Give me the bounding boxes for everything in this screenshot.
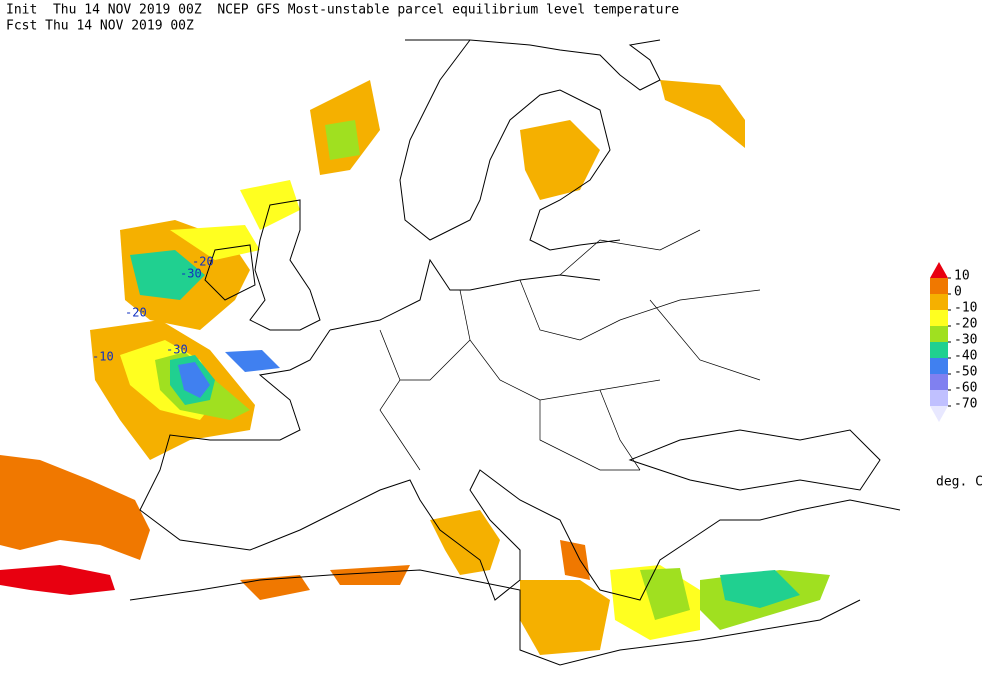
colorbar-box — [930, 326, 948, 342]
colorbar-label: -50 — [954, 365, 977, 380]
shade-area — [720, 570, 800, 608]
shade-area — [520, 580, 610, 655]
colorbar-label: -70 — [954, 397, 977, 412]
colorbar-label: 10 — [954, 269, 970, 284]
field-shading — [0, 80, 830, 655]
shade-area — [560, 540, 590, 580]
colorbar-label: -60 — [954, 381, 977, 396]
header-line-1: Init Thu 14 NOV 2019 00Z NCEP GFS Most-u… — [6, 3, 679, 18]
colorbar-label: -40 — [954, 349, 977, 364]
border — [379, 229, 761, 471]
coastline — [405, 39, 661, 91]
colorbar-triangle — [930, 262, 948, 278]
colorbar-box — [930, 310, 948, 326]
colorbar-box — [930, 278, 948, 294]
contour-label: -20 — [192, 255, 214, 269]
contour-label: -30 — [180, 267, 202, 281]
contour-labels: -20-30-20-10 -30 — [92, 255, 214, 364]
shade-area — [170, 225, 260, 260]
coastline — [628, 429, 881, 491]
colorbar-label: 0 — [954, 285, 962, 300]
colorbar-label: -30 — [954, 333, 977, 348]
colorbar-box — [930, 390, 948, 406]
shade-area — [520, 120, 600, 200]
shade-area — [130, 250, 205, 300]
shade-area — [240, 575, 310, 600]
contour-label: -10 — [92, 350, 114, 364]
shade-area — [430, 510, 500, 575]
borders — [379, 229, 761, 471]
header-line-2: Fcst Thu 14 NOV 2019 00Z — [6, 19, 194, 34]
coastline — [329, 258, 601, 331]
contour-label: -30 — [166, 343, 188, 357]
coastline — [139, 329, 901, 601]
colorbar-box — [930, 342, 948, 358]
shade-area — [225, 350, 280, 372]
shade-area — [330, 565, 410, 585]
shade-area — [660, 80, 745, 148]
coastline — [399, 39, 621, 251]
coastlines — [129, 39, 901, 666]
colorbar-triangle — [930, 406, 948, 422]
colorbar-box — [930, 358, 948, 374]
colorbar-box — [930, 374, 948, 390]
colorbar-box — [930, 294, 948, 310]
colorbar-label: -10 — [954, 301, 977, 316]
coastline — [249, 199, 321, 331]
colorbar-label: -20 — [954, 317, 977, 332]
shade-area — [640, 568, 690, 620]
shade-area — [0, 565, 115, 595]
colorbar: 100-10-20-30-40-50-60-70 — [930, 262, 977, 422]
shade-area — [178, 362, 210, 398]
unit-label: deg. C — [936, 475, 983, 490]
shade-area — [0, 455, 150, 560]
coastline — [129, 569, 861, 666]
contour-label: -20 — [125, 306, 147, 320]
coastline — [204, 244, 256, 301]
shade-area — [325, 120, 360, 160]
